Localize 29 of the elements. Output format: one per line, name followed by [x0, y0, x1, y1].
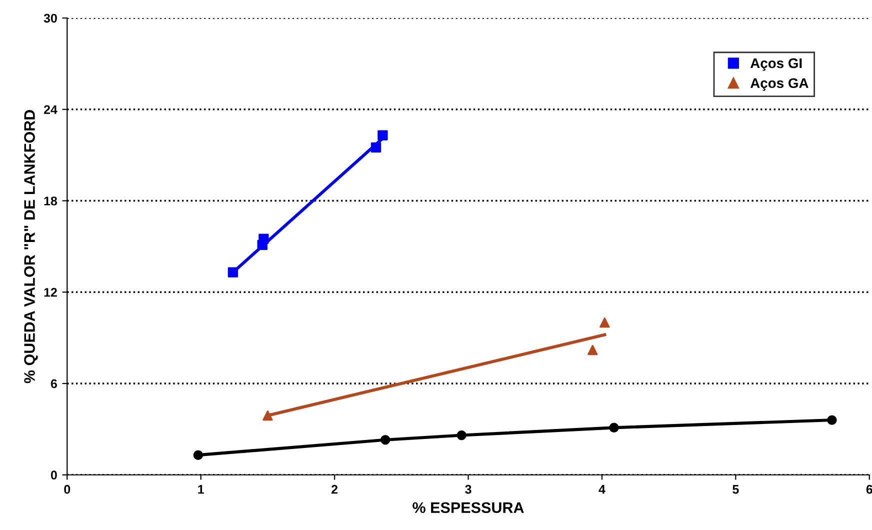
y-tick-label: 30 [44, 14, 57, 23]
x-tick-label: 5 [732, 485, 739, 494]
point [370, 142, 382, 153]
legend-label: Aços GI [750, 58, 802, 71]
point [588, 344, 598, 356]
x-axis-title: % ESPESSURA [412, 502, 524, 514]
point [609, 422, 619, 433]
x-tick-label: 2 [332, 484, 338, 494]
legend-label: Aços GA [750, 78, 808, 91]
x-tick-label: 4 [598, 485, 606, 494]
point [258, 234, 269, 244]
point [378, 130, 388, 140]
y-tick-label: 12 [44, 288, 57, 297]
point [262, 410, 273, 421]
y-tick-label: 0 [50, 470, 57, 480]
point [456, 430, 466, 440]
y-tick-label: 18 [44, 196, 58, 206]
y-axis-title: % QUEDA VALOR "R" DE LANKFORD [24, 110, 38, 384]
x-tick-label: 6 [866, 484, 872, 494]
point [380, 434, 390, 445]
y-tick-label: 6 [50, 379, 57, 388]
x-tick-label: 1 [198, 485, 204, 494]
point [600, 318, 610, 328]
x-tick-label: 3 [465, 484, 472, 494]
x-tick-label: 0 [64, 484, 70, 494]
point [827, 415, 837, 425]
y-tick-label: 24 [44, 105, 58, 114]
point [228, 267, 238, 278]
point [193, 450, 204, 460]
